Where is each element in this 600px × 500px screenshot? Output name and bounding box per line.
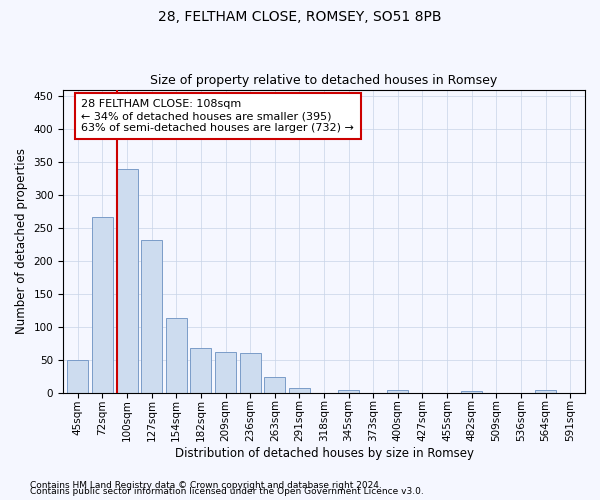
Text: Contains HM Land Registry data © Crown copyright and database right 2024.: Contains HM Land Registry data © Crown c… bbox=[30, 481, 382, 490]
Bar bbox=[215, 352, 236, 393]
Bar bbox=[535, 390, 556, 393]
Bar bbox=[239, 353, 260, 393]
Bar bbox=[338, 390, 359, 393]
Y-axis label: Number of detached properties: Number of detached properties bbox=[15, 148, 28, 334]
Bar bbox=[92, 217, 113, 393]
Bar bbox=[289, 388, 310, 393]
X-axis label: Distribution of detached houses by size in Romsey: Distribution of detached houses by size … bbox=[175, 447, 473, 460]
Bar bbox=[67, 360, 88, 393]
Text: Contains public sector information licensed under the Open Government Licence v3: Contains public sector information licen… bbox=[30, 487, 424, 496]
Bar bbox=[388, 390, 409, 393]
Bar bbox=[265, 377, 285, 393]
Text: 28, FELTHAM CLOSE, ROMSEY, SO51 8PB: 28, FELTHAM CLOSE, ROMSEY, SO51 8PB bbox=[158, 10, 442, 24]
Text: 28 FELTHAM CLOSE: 108sqm
← 34% of detached houses are smaller (395)
63% of semi-: 28 FELTHAM CLOSE: 108sqm ← 34% of detach… bbox=[82, 100, 355, 132]
Bar bbox=[116, 168, 137, 393]
Bar bbox=[190, 348, 211, 393]
Bar bbox=[166, 318, 187, 393]
Title: Size of property relative to detached houses in Romsey: Size of property relative to detached ho… bbox=[151, 74, 497, 87]
Bar bbox=[141, 240, 162, 393]
Bar bbox=[461, 391, 482, 393]
